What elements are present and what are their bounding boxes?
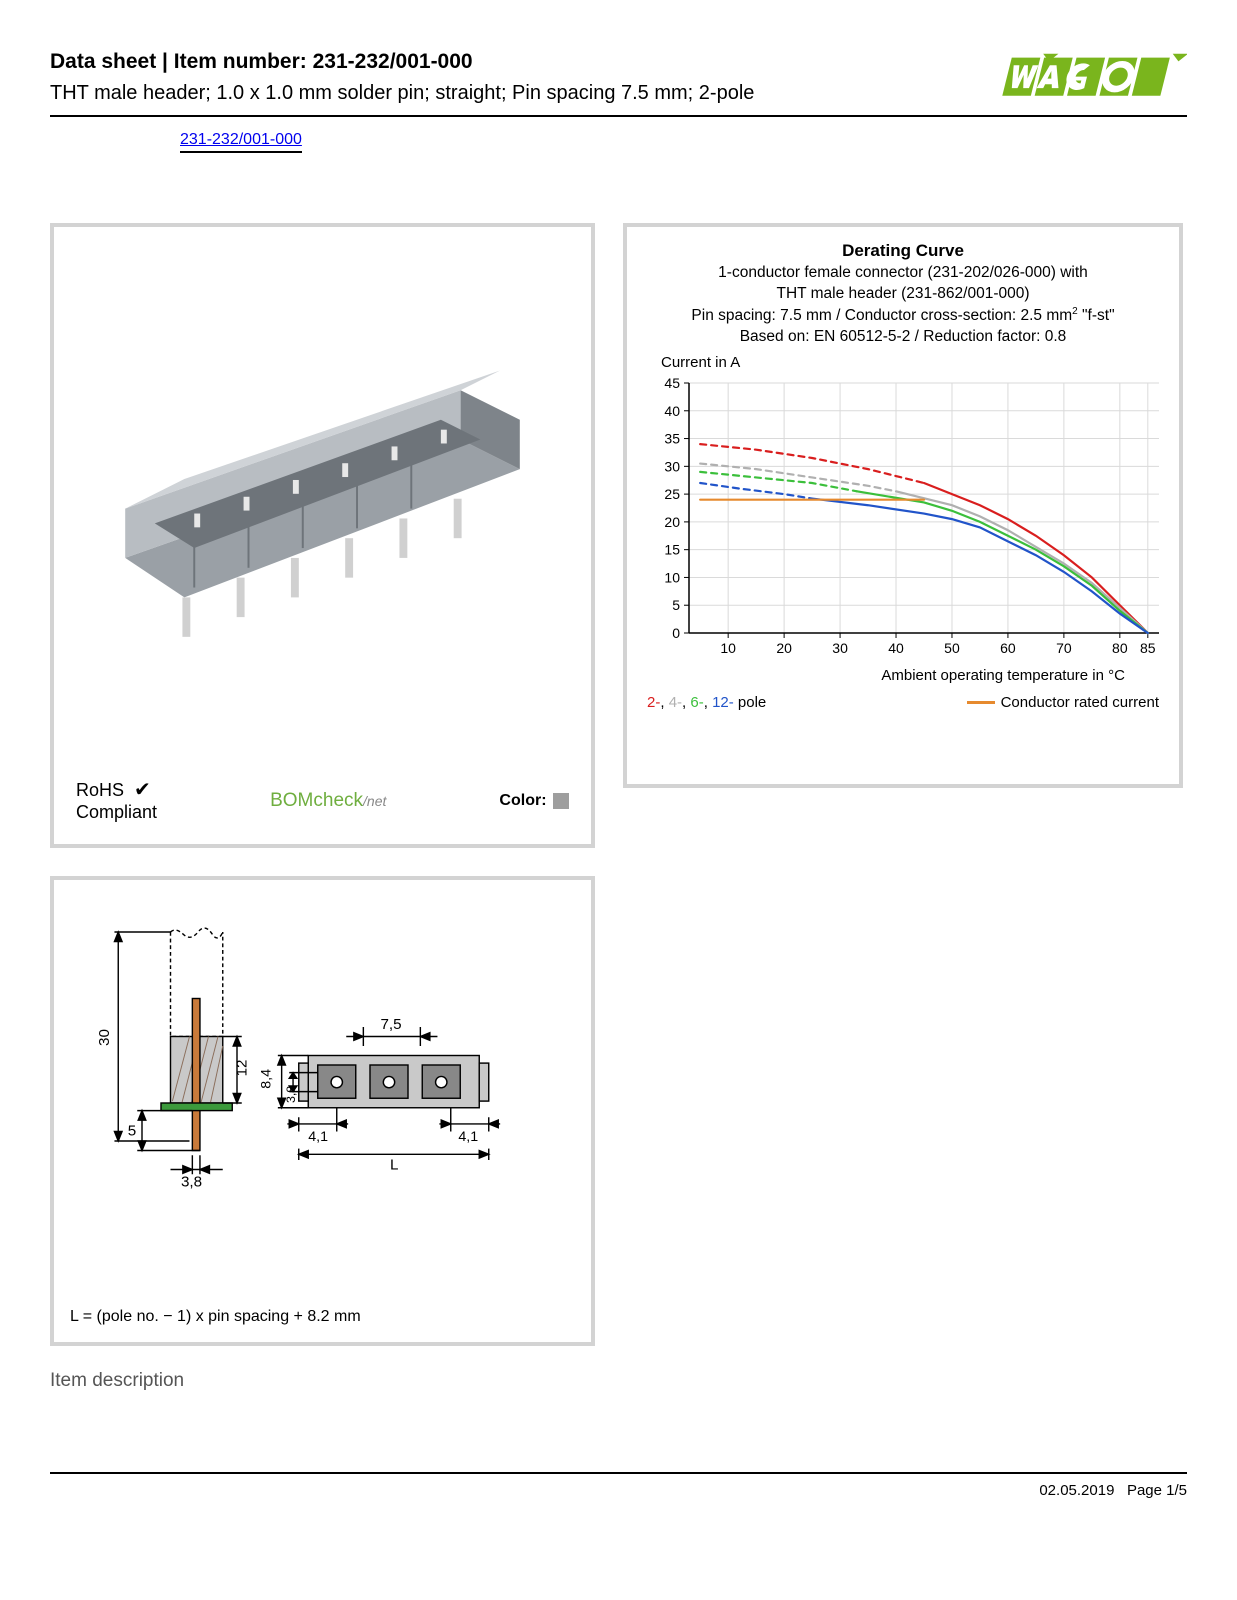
subtitle: THT male header; 1.0 x 1.0 mm solder pin… bbox=[50, 80, 770, 107]
footer-date: 02.05.2019 bbox=[1039, 1482, 1114, 1499]
product-image-panel: RoHS ✔ Compliant BOMcheck/net Color: bbox=[50, 223, 595, 848]
svg-text:3,8: 3,8 bbox=[181, 1174, 202, 1191]
svg-text:10: 10 bbox=[720, 640, 736, 656]
svg-text:35: 35 bbox=[664, 430, 680, 446]
page-footer: 02.05.2019 Page 1/5 bbox=[50, 1472, 1187, 1499]
rohs-label: RoHS bbox=[76, 780, 124, 800]
color-label: Color: bbox=[499, 792, 546, 809]
svg-text:5: 5 bbox=[128, 1122, 136, 1139]
chart-legend: 2-, 4-, 6-, 12- pole Conductor rated cur… bbox=[641, 694, 1165, 711]
svg-text:4,1: 4,1 bbox=[308, 1129, 328, 1145]
svg-text:7,5: 7,5 bbox=[380, 1016, 401, 1033]
rohs-compliant: Compliant bbox=[76, 802, 157, 822]
svg-text:70: 70 bbox=[1056, 640, 1072, 656]
title-item-label: Item number: bbox=[174, 50, 307, 73]
wago-logo bbox=[987, 50, 1187, 102]
svg-text:30: 30 bbox=[96, 1029, 113, 1046]
legend-poles: 2-, 4-, 6-, 12- pole bbox=[647, 694, 766, 711]
chart-sub-2: THT male header (231-862/001-000) bbox=[776, 285, 1029, 302]
y-axis-label: Current in A bbox=[661, 354, 1165, 371]
derating-chart-panel: Derating Curve 1-conductor female connec… bbox=[623, 223, 1183, 788]
dimension-drawing: 30 bbox=[68, 894, 577, 1274]
product-image bbox=[66, 239, 579, 719]
svg-text:20: 20 bbox=[664, 514, 680, 530]
checkmark-icon: ✔ bbox=[134, 779, 151, 801]
svg-text:50: 50 bbox=[944, 640, 960, 656]
item-number-link[interactable]: 231-232/001-000 bbox=[180, 131, 302, 153]
chart-sub-3a: Pin spacing: 7.5 mm / Conductor cross-se… bbox=[691, 307, 1072, 324]
svg-text:85: 85 bbox=[1140, 640, 1156, 656]
bomcheck-badge: BOMcheck/net bbox=[270, 790, 386, 812]
header-text-block: Data sheet | Item number: 231-232/001-00… bbox=[50, 50, 987, 107]
svg-text:12: 12 bbox=[234, 1059, 251, 1076]
svg-text:40: 40 bbox=[664, 403, 680, 419]
chart-sub-4: Based on: EN 60512-5-2 / Reduction facto… bbox=[740, 328, 1067, 345]
page-title: Data sheet | Item number: 231-232/001-00… bbox=[50, 50, 987, 74]
svg-text:25: 25 bbox=[664, 486, 680, 502]
svg-text:L: L bbox=[390, 1157, 398, 1174]
svg-text:30: 30 bbox=[832, 640, 848, 656]
color-indicator: Color: bbox=[499, 792, 569, 810]
svg-text:20: 20 bbox=[776, 640, 792, 656]
bomcheck-net: /net bbox=[363, 793, 386, 809]
svg-text:80: 80 bbox=[1112, 640, 1128, 656]
svg-text:45: 45 bbox=[664, 375, 680, 391]
header: Data sheet | Item number: 231-232/001-00… bbox=[50, 50, 1187, 117]
derating-chart: 0 5 10 15 20 25 30 35 40 45 10 20 30 40 50 60 70 80 85 bbox=[641, 373, 1171, 663]
chart-sub-1: 1-conductor female connector (231-202/02… bbox=[718, 264, 1088, 281]
chart-title: Derating Curve bbox=[641, 241, 1165, 261]
svg-text:30: 30 bbox=[664, 458, 680, 474]
svg-text:4,1: 4,1 bbox=[458, 1129, 478, 1145]
svg-text:40: 40 bbox=[888, 640, 904, 656]
title-prefix: Data sheet bbox=[50, 50, 156, 73]
legend-rated-label: Conductor rated current bbox=[1001, 694, 1159, 711]
svg-text:8,4: 8,4 bbox=[258, 1069, 274, 1089]
svg-text:15: 15 bbox=[664, 542, 680, 558]
chart-subtitle: 1-conductor female connector (231-202/02… bbox=[641, 263, 1165, 348]
bomcheck-text: BOMcheck bbox=[270, 790, 363, 811]
svg-text:0: 0 bbox=[672, 625, 680, 641]
footer-page: Page 1/5 bbox=[1127, 1482, 1187, 1499]
color-swatch bbox=[553, 793, 569, 809]
title-item-number: 231-232/001-000 bbox=[313, 50, 473, 73]
svg-text:5: 5 bbox=[672, 597, 680, 613]
svg-text:10: 10 bbox=[664, 569, 680, 585]
dimension-formula: L = (pole no. − 1) x pin spacing + 8.2 m… bbox=[70, 1308, 361, 1326]
title-sep: | bbox=[156, 50, 174, 73]
svg-text:3,8: 3,8 bbox=[284, 1086, 298, 1103]
legend-rated: Conductor rated current bbox=[967, 694, 1159, 711]
section-heading: Item description bbox=[50, 1370, 1187, 1392]
rohs-badge: RoHS ✔ Compliant bbox=[76, 778, 157, 824]
chart-sub-3b: "f-st" bbox=[1078, 307, 1115, 324]
x-axis-label: Ambient operating temperature in °C bbox=[641, 667, 1125, 684]
svg-text:60: 60 bbox=[1000, 640, 1016, 656]
legend-line-icon bbox=[967, 701, 995, 704]
dimension-drawing-panel: 30 bbox=[50, 876, 595, 1346]
